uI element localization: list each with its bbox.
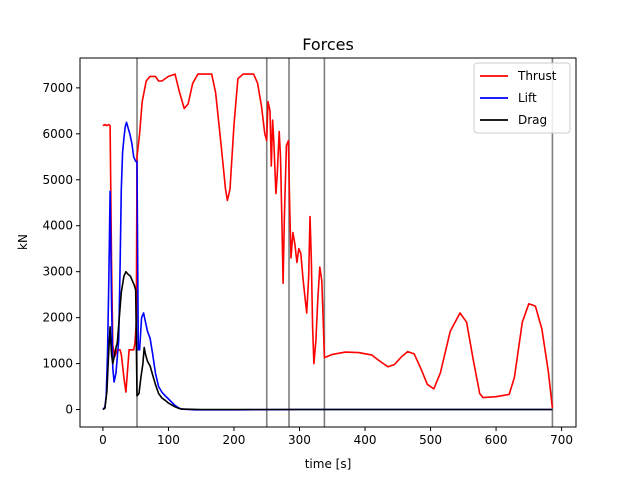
x-tick-label: 200 <box>223 433 246 447</box>
series-line-drag <box>102 270 553 411</box>
y-tick-label: 0 <box>65 403 73 417</box>
legend-box <box>473 62 571 134</box>
y-tick-label: 6000 <box>42 127 73 141</box>
legend-label-drag: Drag <box>518 113 547 127</box>
x-tick-label: 0 <box>99 433 107 447</box>
legend: Thrust Lift Drag <box>473 62 571 134</box>
y-tick-label: 5000 <box>42 173 73 187</box>
chart-title: Forces <box>302 35 354 54</box>
y-axis-ticks: 0 1000 2000 3000 4000 5000 6000 7000 <box>42 81 80 417</box>
y-tick-label: 7000 <box>42 81 73 95</box>
x-tick-label: 700 <box>550 433 573 447</box>
x-tick-label: 100 <box>157 433 180 447</box>
x-tick-label: 300 <box>288 433 311 447</box>
y-tick-label: 1000 <box>42 357 73 371</box>
y-tick-label: 2000 <box>42 311 73 325</box>
legend-label-thrust: Thrust <box>517 69 557 83</box>
plot-frame <box>79 57 577 428</box>
x-axis-label: time [s] <box>305 457 352 471</box>
x-tick-label: 600 <box>485 433 508 447</box>
y-tick-label: 4000 <box>42 219 73 233</box>
legend-label-lift: Lift <box>518 91 537 105</box>
y-tick-label: 3000 <box>42 265 73 279</box>
series-layer <box>102 73 554 411</box>
series-line-thrust <box>102 73 554 409</box>
y-axis-label: kN <box>16 234 30 250</box>
x-axis-ticks: 0 100 200 300 400 500 600 700 <box>99 427 573 447</box>
x-tick-label: 400 <box>354 433 377 447</box>
x-tick-label: 500 <box>419 433 442 447</box>
